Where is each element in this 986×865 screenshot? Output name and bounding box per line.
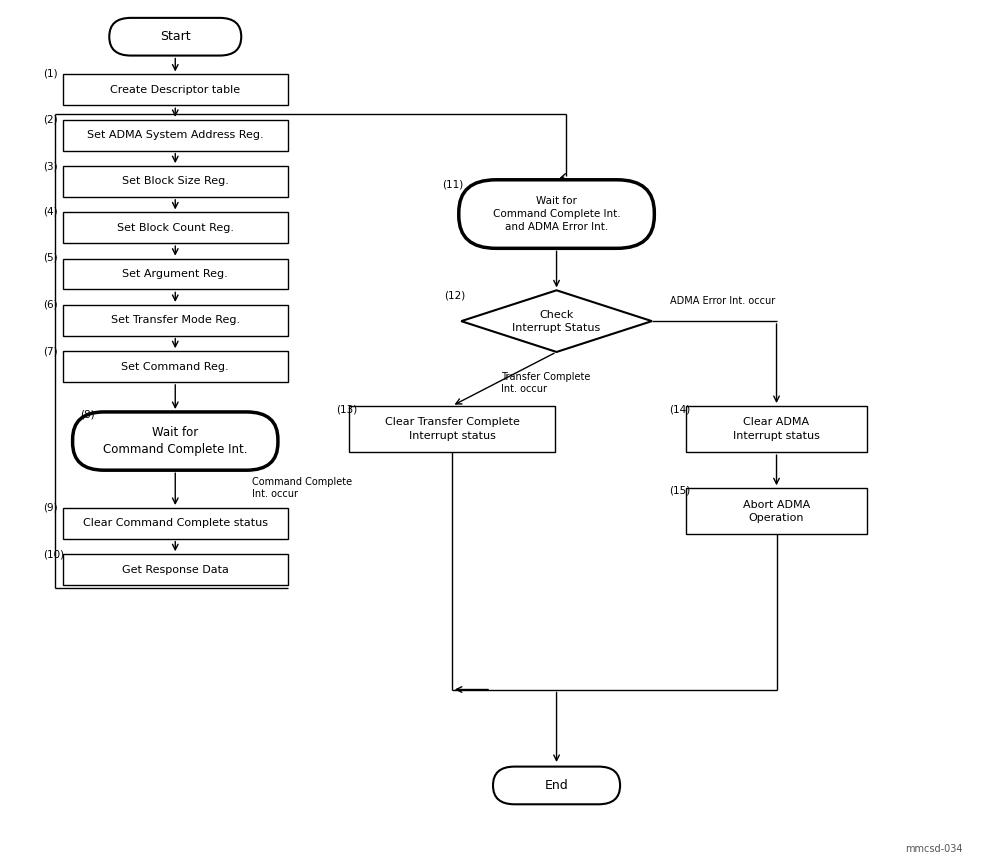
Text: (11): (11) [442, 180, 463, 190]
Text: Get Response Data: Get Response Data [122, 565, 229, 574]
Text: Check
Interrupt Status: Check Interrupt Status [513, 310, 600, 333]
Bar [63, 304, 288, 336]
Text: (4): (4) [43, 207, 58, 216]
Text: (14): (14) [669, 404, 690, 414]
Text: (1): (1) [43, 68, 58, 79]
Text: (10): (10) [43, 549, 64, 559]
Text: End: End [544, 779, 568, 792]
Text: Wait for
Command Complete Int.: Wait for Command Complete Int. [103, 426, 247, 456]
Text: (9): (9) [43, 502, 58, 512]
FancyBboxPatch shape [109, 18, 242, 55]
Text: mmcsd-034: mmcsd-034 [905, 844, 962, 854]
Text: Start: Start [160, 30, 190, 43]
Text: Wait for
Command Complete Int.
and ADMA Error Int.: Wait for Command Complete Int. and ADMA … [493, 195, 620, 232]
Text: Clear ADMA
Interrupt status: Clear ADMA Interrupt status [733, 418, 820, 440]
Text: Command Complete
Int. occur: Command Complete Int. occur [251, 477, 352, 499]
Bar [63, 508, 288, 539]
Text: Set Block Size Reg.: Set Block Size Reg. [122, 176, 229, 187]
Text: (13): (13) [336, 404, 358, 414]
Bar [686, 488, 867, 535]
Text: Set Transfer Mode Reg.: Set Transfer Mode Reg. [110, 315, 240, 325]
Text: ADMA Error Int. occur: ADMA Error Int. occur [670, 297, 775, 306]
Text: Abort ADMA
Operation: Abort ADMA Operation [742, 500, 810, 523]
Bar [63, 120, 288, 151]
Text: Clear Transfer Complete
Interrupt status: Clear Transfer Complete Interrupt status [385, 418, 520, 440]
Text: Set ADMA System Address Reg.: Set ADMA System Address Reg. [87, 131, 263, 140]
FancyBboxPatch shape [493, 766, 620, 804]
Bar [63, 351, 288, 382]
Polygon shape [461, 291, 652, 352]
Text: (15): (15) [669, 486, 690, 496]
Bar [63, 166, 288, 197]
Text: (2): (2) [43, 115, 58, 125]
Bar [63, 554, 288, 585]
Bar [686, 406, 867, 452]
Bar [349, 406, 554, 452]
Bar [63, 212, 288, 243]
Text: Set Argument Reg.: Set Argument Reg. [122, 269, 228, 279]
Text: (3): (3) [43, 161, 58, 171]
Bar [63, 74, 288, 106]
Text: Clear Command Complete status: Clear Command Complete status [83, 518, 268, 529]
FancyBboxPatch shape [458, 180, 655, 248]
Text: (8): (8) [81, 409, 95, 420]
Bar [63, 259, 288, 290]
Text: Transfer Complete
Int. occur: Transfer Complete Int. occur [501, 372, 591, 394]
Text: Set Block Count Reg.: Set Block Count Reg. [116, 223, 234, 233]
Text: Create Descriptor table: Create Descriptor table [110, 85, 241, 95]
Text: (12): (12) [444, 291, 465, 300]
Text: (7): (7) [43, 346, 58, 356]
Text: Set Command Reg.: Set Command Reg. [121, 362, 229, 372]
Text: (5): (5) [43, 253, 58, 263]
Text: (6): (6) [43, 299, 58, 309]
FancyBboxPatch shape [73, 412, 278, 471]
